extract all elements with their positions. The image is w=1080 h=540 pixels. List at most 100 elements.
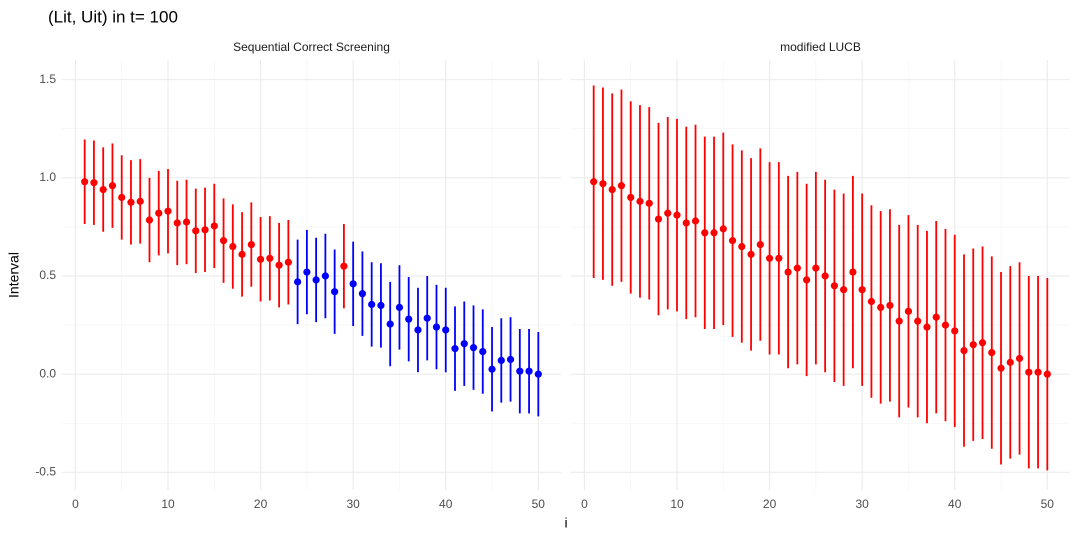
point [932, 313, 940, 321]
point [108, 182, 117, 190]
point [673, 211, 681, 219]
point [312, 276, 320, 284]
y-axis-label: Interval [6, 252, 22, 298]
point [599, 180, 607, 188]
point [923, 323, 931, 331]
point [201, 226, 209, 234]
point [803, 276, 811, 284]
point [219, 237, 228, 245]
point [1034, 368, 1042, 376]
point [395, 303, 404, 311]
chart-title: (Lit, Uit) in t= 100 [48, 7, 178, 26]
point [497, 356, 505, 365]
point [701, 229, 709, 237]
x-tick-label: 10 [161, 497, 175, 511]
point [969, 341, 977, 349]
x-tick-label: 0 [581, 497, 588, 511]
point [775, 254, 783, 262]
point [432, 323, 441, 331]
point [525, 367, 533, 375]
point [303, 268, 311, 276]
point [691, 217, 700, 225]
point [904, 307, 913, 315]
point [405, 315, 413, 323]
point [738, 242, 746, 251]
point [756, 240, 764, 249]
point [960, 346, 968, 355]
point [294, 278, 302, 286]
point [358, 290, 367, 298]
y-tick-label: 1.5 [39, 72, 56, 86]
point [266, 254, 274, 262]
point [516, 367, 524, 375]
point [858, 286, 866, 294]
point [423, 314, 431, 322]
point [284, 258, 292, 266]
point [951, 327, 959, 335]
point [247, 240, 255, 249]
point [414, 326, 422, 334]
point [682, 219, 690, 227]
x-tick-label: 0 [72, 497, 79, 511]
point [479, 347, 487, 356]
panel-title: Sequential Correct Screening [233, 40, 390, 54]
point [127, 198, 135, 206]
point [488, 365, 496, 373]
point [349, 280, 357, 288]
point [664, 209, 672, 217]
point [608, 185, 616, 194]
x-tick-label: 30 [346, 497, 360, 511]
point [460, 340, 468, 348]
point [590, 178, 598, 186]
point [1043, 370, 1051, 378]
point [442, 326, 450, 334]
x-tick-label: 30 [855, 497, 869, 511]
point [941, 321, 950, 329]
point [1015, 354, 1024, 363]
point [469, 344, 478, 352]
point [192, 227, 200, 235]
point [534, 370, 542, 378]
point [710, 229, 718, 237]
x-tick-label: 50 [1041, 497, 1055, 511]
point [118, 193, 126, 202]
point [256, 255, 265, 263]
panel-title: modified LUCB [780, 40, 861, 54]
point [654, 215, 663, 223]
y-tick-label: 1.0 [39, 170, 56, 184]
point [784, 268, 792, 276]
point [867, 297, 876, 306]
point [340, 262, 348, 270]
point [81, 178, 89, 186]
point [238, 250, 246, 258]
point [914, 317, 922, 325]
point [386, 320, 394, 328]
point [145, 216, 154, 224]
point [1025, 368, 1033, 376]
x-axis-label: i [564, 515, 567, 531]
point [506, 355, 515, 364]
point [210, 222, 218, 230]
point [331, 288, 339, 296]
point [155, 209, 163, 217]
x-tick-label: 40 [948, 497, 962, 511]
x-tick-label: 10 [670, 497, 684, 511]
point [136, 197, 144, 205]
point [99, 185, 107, 194]
point [451, 345, 459, 353]
y-tick-label: 0.0 [39, 366, 56, 380]
x-tick-label: 20 [254, 497, 268, 511]
point [90, 179, 98, 187]
point [793, 264, 801, 272]
point [164, 207, 172, 215]
point [377, 301, 385, 310]
point [627, 193, 635, 202]
point [988, 348, 996, 357]
y-tick-label: 0.5 [39, 268, 56, 282]
point [997, 364, 1005, 372]
point [821, 272, 829, 280]
y-tick-label: -0.5 [35, 465, 56, 479]
x-tick-label: 20 [763, 497, 777, 511]
point [368, 300, 376, 309]
